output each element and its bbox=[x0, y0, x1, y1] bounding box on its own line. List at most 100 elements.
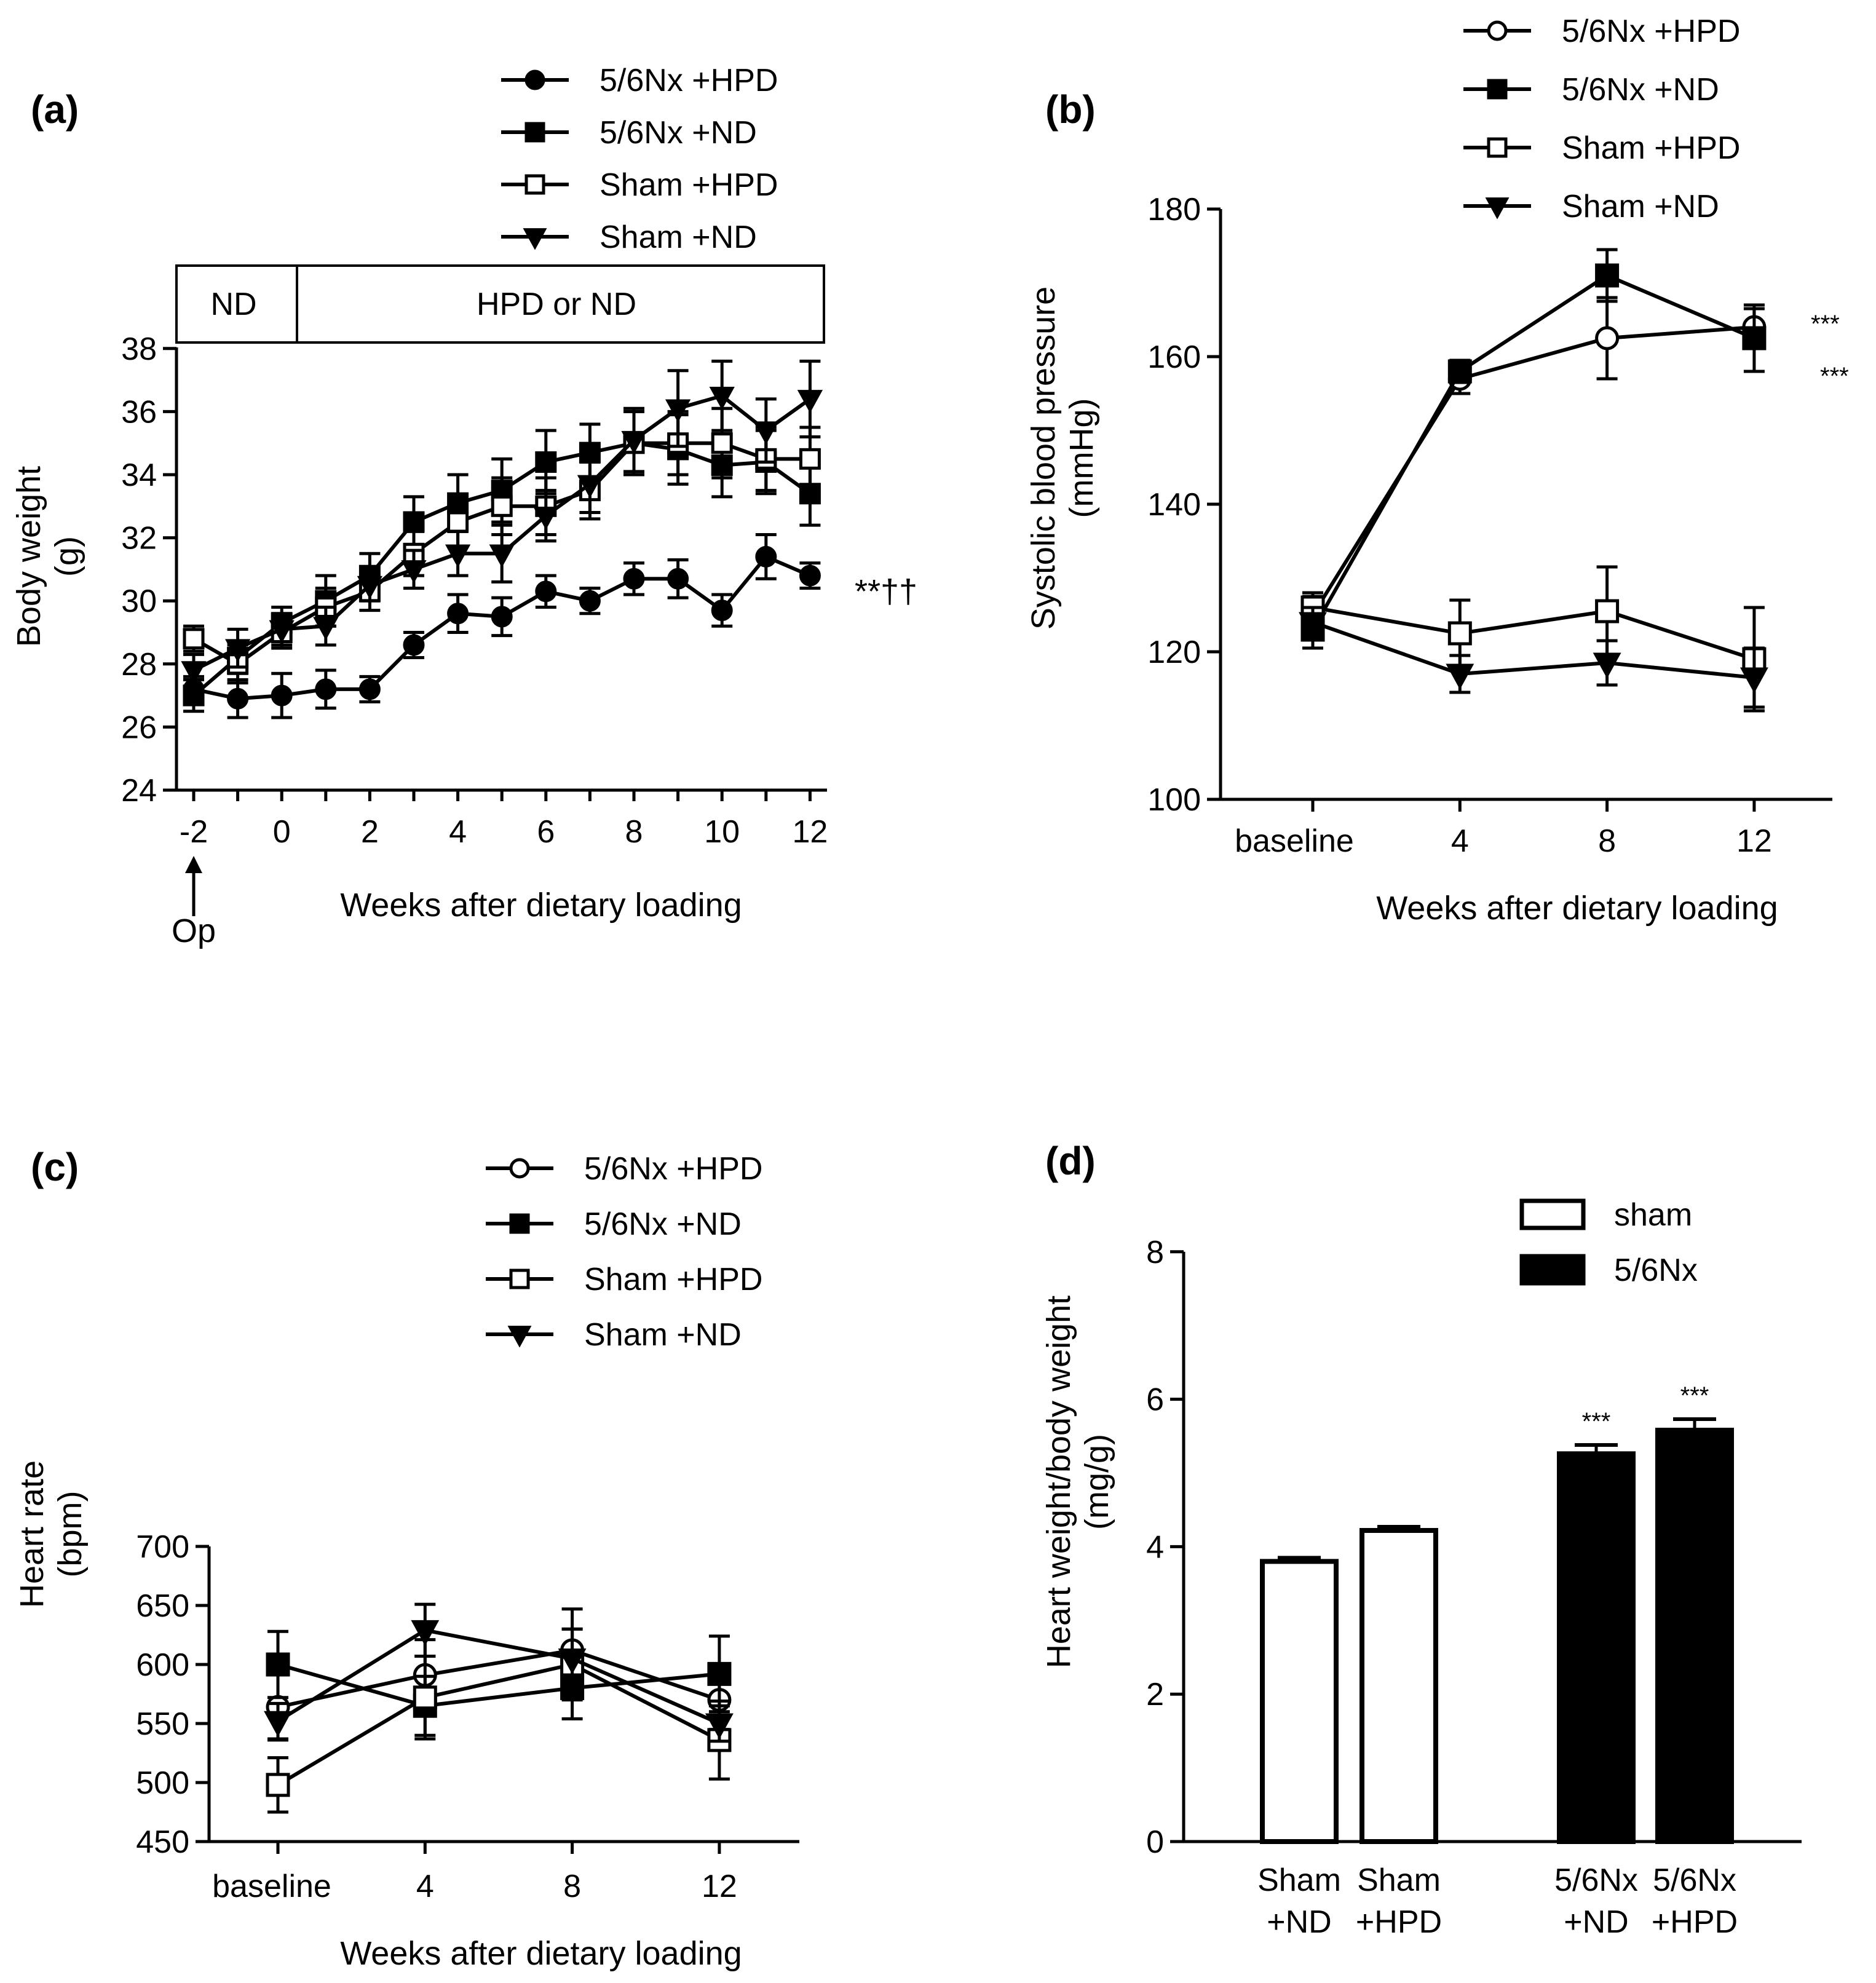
data-point bbox=[799, 564, 821, 587]
legend-label: Sham +HPD bbox=[584, 1262, 762, 1297]
diet-period-box bbox=[175, 264, 825, 344]
legend-marker bbox=[1485, 197, 1510, 220]
y-axis-title: Systolic blood pressure bbox=[1025, 287, 1062, 630]
legend-label: Sham +HPD bbox=[1562, 130, 1740, 166]
series-2 bbox=[266, 1627, 732, 1814]
data-point bbox=[447, 603, 469, 625]
data-point bbox=[403, 511, 425, 533]
legend-label: 5/6Nx +ND bbox=[600, 115, 757, 151]
data-point bbox=[1446, 663, 1474, 690]
x-tick-label: baseline bbox=[1235, 823, 1354, 859]
y-tick-label: 26 bbox=[121, 710, 157, 745]
x-tick-label: 8 bbox=[625, 814, 643, 850]
data-point bbox=[558, 1648, 587, 1674]
y-tick-label: 500 bbox=[136, 1765, 189, 1801]
y-tick-label: 0 bbox=[1146, 1824, 1164, 1860]
y-axis-unit: (mmHg) bbox=[1063, 398, 1100, 518]
data-point bbox=[667, 568, 689, 590]
panel-label-d: (d) bbox=[1045, 1139, 1096, 1183]
y-axis-title: Heart rate bbox=[14, 1460, 50, 1608]
data-point bbox=[711, 432, 733, 454]
series-3 bbox=[181, 359, 823, 688]
series-line bbox=[277, 1663, 720, 1708]
series-2 bbox=[1300, 565, 1767, 713]
legend-label: sham bbox=[1614, 1197, 1692, 1233]
data-point bbox=[183, 684, 205, 707]
data-point bbox=[224, 639, 251, 663]
legend-marker bbox=[523, 228, 547, 250]
data-point bbox=[1595, 263, 1620, 288]
x-tick-label: 4 bbox=[449, 814, 467, 850]
data-point bbox=[711, 600, 733, 622]
data-point bbox=[797, 390, 823, 413]
y-tick-label: 8 bbox=[1146, 1235, 1164, 1270]
y-tick-label: 4 bbox=[1146, 1529, 1164, 1565]
series-line bbox=[277, 1662, 721, 1787]
x-tick-label: -2 bbox=[180, 814, 208, 850]
data-point bbox=[358, 678, 381, 700]
y-tick-label: 700 bbox=[136, 1529, 189, 1565]
data-point bbox=[447, 511, 469, 533]
bar bbox=[1655, 1427, 1734, 1844]
panel-label-a: (a) bbox=[31, 87, 79, 132]
x-tick-label: 4 bbox=[1451, 823, 1469, 859]
data-point bbox=[709, 387, 735, 410]
x-category-line2: +HPD bbox=[1652, 1904, 1738, 1940]
data-point bbox=[183, 628, 205, 650]
legend-label: 5/6Nx +HPD bbox=[600, 63, 778, 98]
x-axis-title: Weeks after dietary loading bbox=[340, 1935, 742, 1972]
significance-label: *** bbox=[1680, 1382, 1709, 1409]
y-axis-unit: (g) bbox=[49, 536, 85, 577]
data-point bbox=[271, 684, 293, 707]
data-point bbox=[266, 1773, 290, 1797]
x-tick-label: baseline bbox=[212, 1869, 331, 1904]
data-point bbox=[489, 544, 515, 568]
series-1 bbox=[1300, 248, 1767, 650]
legend-label: 5/6Nx bbox=[1614, 1253, 1698, 1288]
y-tick-label: 38 bbox=[121, 331, 157, 367]
y-tick-label: 2 bbox=[1146, 1677, 1164, 1712]
y-tick-label: 6 bbox=[1146, 1382, 1164, 1418]
data-point bbox=[533, 506, 559, 530]
panel-b: (b) 100 120 140 160 180 baseline 4 8 12 Weeks aft… bbox=[1025, 14, 1849, 927]
y-tick-label: 160 bbox=[1147, 339, 1201, 375]
data-point bbox=[181, 661, 207, 684]
bar bbox=[1360, 1528, 1438, 1844]
data-point bbox=[753, 421, 779, 445]
y-axis-label: Systolic blood pressure (mmHg) bbox=[1025, 287, 1100, 630]
data-point bbox=[577, 475, 603, 499]
y-tick-label: 28 bbox=[121, 647, 157, 683]
x-tick-label: 12 bbox=[1736, 823, 1772, 859]
bar bbox=[1260, 1559, 1339, 1844]
header-nd: ND bbox=[210, 287, 256, 322]
panel-label-c: (c) bbox=[31, 1145, 79, 1189]
y-axis-label: Heart rate (bpm) bbox=[14, 1460, 89, 1608]
panel-c: (c) 450 500 550 600 650 700 baseline 4 8 12 Weeks … bbox=[14, 1145, 799, 1972]
x-tick-label: 4 bbox=[416, 1869, 434, 1904]
y-tick-label: 120 bbox=[1147, 635, 1201, 670]
series-0 bbox=[1300, 296, 1767, 635]
x-category-line1: Sham bbox=[1257, 1862, 1341, 1898]
y-tick-label: 650 bbox=[136, 1588, 189, 1624]
y-tick-label: 32 bbox=[121, 521, 157, 556]
y-tick-label: 100 bbox=[1147, 782, 1201, 818]
x-category-line1: 5/6Nx bbox=[1653, 1862, 1736, 1898]
data-point bbox=[1742, 326, 1767, 350]
data-point bbox=[579, 590, 601, 612]
data-point bbox=[535, 451, 557, 473]
series-3 bbox=[1299, 606, 1768, 709]
legend-label: 5/6Nx +HPD bbox=[1562, 14, 1740, 49]
x-tick-label: 10 bbox=[704, 814, 740, 850]
y-tick-label: 180 bbox=[1147, 192, 1201, 228]
data-point bbox=[401, 560, 427, 584]
y-tick-label: 36 bbox=[121, 394, 157, 430]
legend-marker bbox=[1487, 137, 1508, 158]
x-tick-label: 8 bbox=[1598, 823, 1616, 859]
data-point bbox=[1447, 359, 1472, 384]
series-line bbox=[1312, 620, 1755, 679]
legend-label: Sham +ND bbox=[1562, 189, 1719, 224]
legend-marker bbox=[509, 1213, 530, 1234]
data-point bbox=[413, 1685, 437, 1710]
